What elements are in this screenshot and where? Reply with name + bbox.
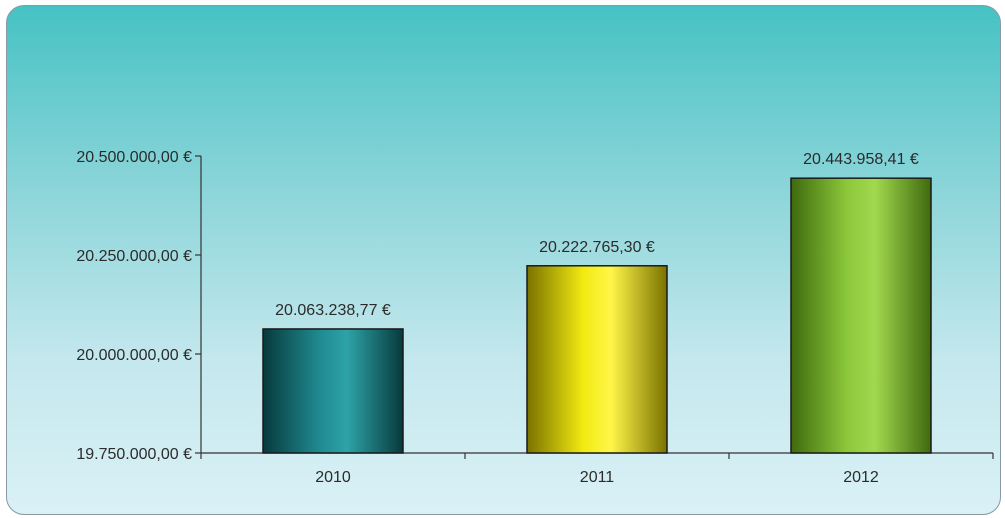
x-tick-label: 2010 [315,469,351,486]
x-tick-label: 2012 [843,469,879,486]
y-tick-label: 19.750.000,00 € [76,446,192,463]
data-label: 20.443.958,41 € [803,151,919,168]
data-label: 20.222.765,30 € [539,239,655,256]
bars [262,177,932,454]
data-label: 20.063.238,77 € [275,302,391,319]
y-tick-label: 20.500.000,00 € [76,149,192,166]
bar-2012 [790,177,932,454]
x-axis: 2010 2011 2012 [200,452,994,486]
y-tick-label: 20.250.000,00 € [76,248,192,265]
chart-panel: 19.750.000,00 € 20.000.000,00 € 20.250.000… [6,5,1001,515]
x-tick-label: 2011 [580,469,615,486]
bar-2011 [526,265,668,454]
bar-2010 [262,328,404,454]
y-axis: 19.750.000,00 € 20.000.000,00 € 20.250.000… [76,149,202,463]
y-tick-label: 20.000.000,00 € [76,347,192,364]
value-labels: 20.063.238,77 € 20.222.765,30 € 20.443.958… [275,151,919,319]
bar-chart: 19.750.000,00 € 20.000.000,00 € 20.250.000… [76,149,994,486]
